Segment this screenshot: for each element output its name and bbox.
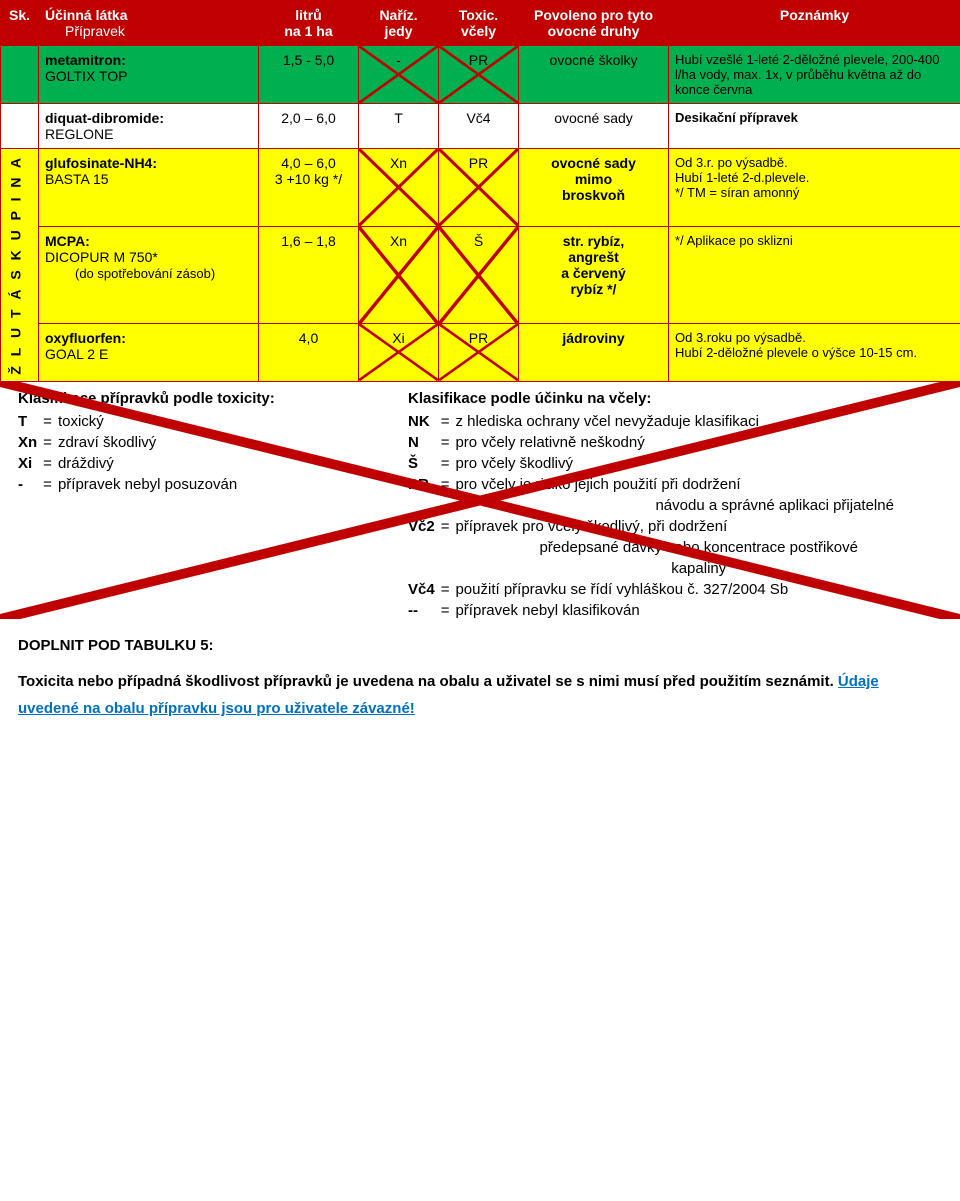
col-tox: Naříz.jedy bbox=[359, 1, 439, 46]
col-crop: Povoleno pro tyto ovocné druhy bbox=[519, 1, 669, 46]
addendum-section: DOPLNIT POD TABULKU 5: Toxicita nebo pří… bbox=[0, 619, 960, 722]
col-notes: Poznámky bbox=[669, 1, 960, 46]
col-name: Účinná látkaPřípravek bbox=[39, 1, 259, 46]
pesticide-table: Sk. Účinná látkaPřípravek litrůna 1 ha N… bbox=[0, 0, 960, 382]
table-row: Ž L U T Á S K U P I N A glufosinate-NH4:… bbox=[1, 149, 960, 227]
table-row: oxyfluorfen:GOAL 2 E 4,0 Xi PR jádroviny… bbox=[1, 324, 960, 381]
addendum-title: DOPLNIT POD TABULKU 5: bbox=[18, 637, 942, 654]
col-dose: litrůna 1 ha bbox=[259, 1, 359, 46]
classification-legend: Klasifikace přípravků podle toxicity: T=… bbox=[0, 382, 960, 619]
addendum-body: Toxicita nebo případná škodlivost přípra… bbox=[18, 668, 942, 722]
col-bee: Toxic.včely bbox=[439, 1, 519, 46]
table-row: MCPA:DICOPUR M 750*(do spotřebování záso… bbox=[1, 226, 960, 324]
table-row: metamitron:GOLTIX TOP 1,5 - 5,0 - PR ovo… bbox=[1, 46, 960, 104]
table-row: diquat-dibromide:REGLONE 2,0 – 6,0 T Vč4… bbox=[1, 104, 960, 149]
col-sk: Sk. bbox=[1, 1, 39, 46]
group-label: Ž L U T Á S K U P I N A bbox=[1, 149, 39, 382]
